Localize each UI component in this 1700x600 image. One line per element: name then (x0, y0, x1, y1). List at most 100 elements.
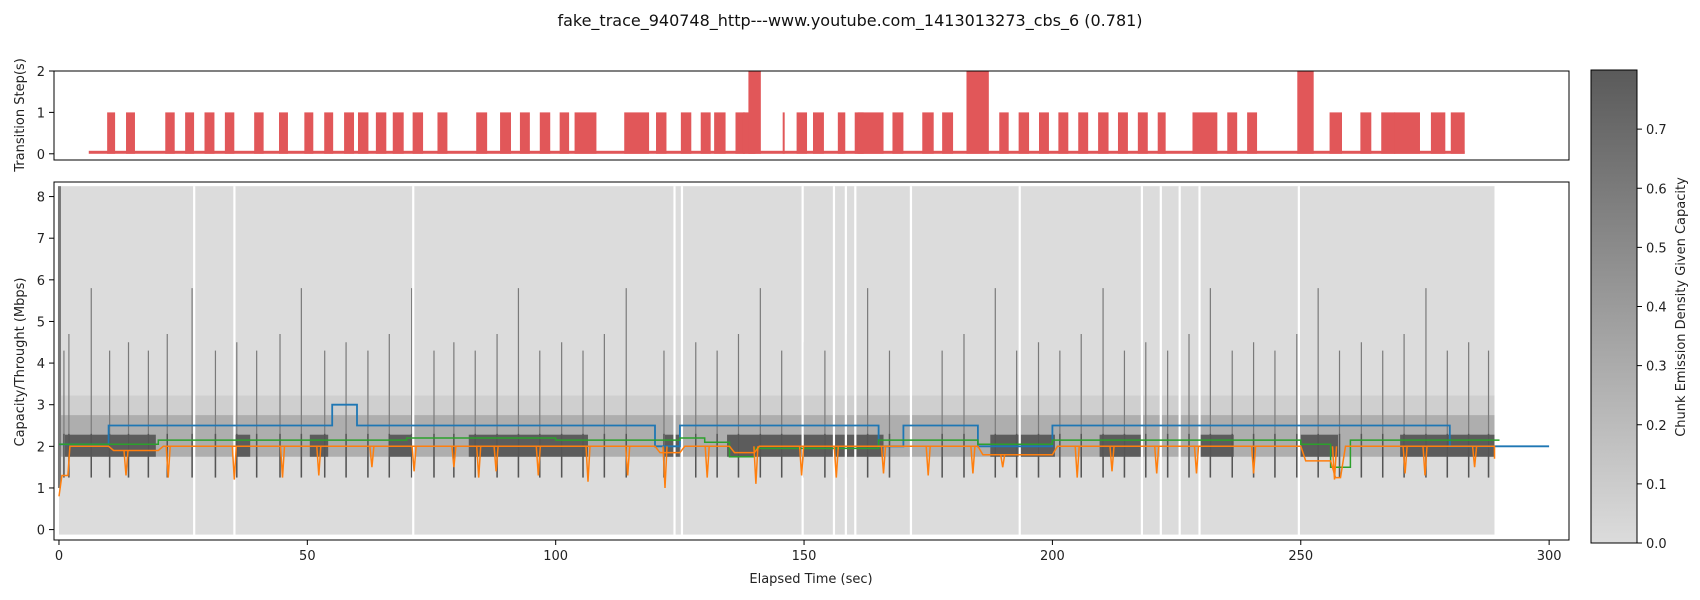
throughput-dip (1074, 446, 1080, 478)
transition-bar (1430, 112, 1446, 154)
transition-bar (796, 112, 808, 154)
throughput-dip (475, 446, 482, 478)
colorbar-tick-label: 0.7 (1646, 123, 1667, 138)
density-gap (233, 186, 236, 536)
transition-bar (1038, 112, 1049, 154)
transition-bar (1018, 112, 1030, 154)
throughput-dip (369, 446, 375, 468)
main-panel-ylabel: Capacity/Throught (Mbps) (13, 278, 28, 447)
transition-bar (375, 112, 387, 154)
transition-bar (1227, 112, 1238, 154)
colorbar-tick-label: 0.1 (1646, 478, 1667, 493)
main-ytick-label: 2 (37, 440, 45, 455)
transition-bar (837, 112, 846, 154)
transition-bar (559, 112, 570, 154)
transition-bar (966, 71, 989, 154)
throughput-dip (165, 446, 171, 478)
transition-bar (857, 112, 884, 154)
throughput-dip (411, 446, 417, 472)
throughput-dip (833, 446, 840, 478)
throughput-dip (279, 446, 286, 478)
transition-bar (1137, 112, 1148, 154)
transition-bar (1381, 112, 1396, 154)
throughput-dip (123, 450, 129, 476)
main-panel-frame (53, 181, 1570, 541)
transition-bar (624, 112, 650, 154)
throughput-dip (535, 446, 542, 476)
throughput-dip (1153, 446, 1160, 474)
colorbar-tick-label: 0.4 (1646, 301, 1667, 316)
density-gap (1297, 186, 1300, 536)
top-panel-axes: 0 1 2 (37, 65, 54, 163)
density-edge (57, 186, 61, 488)
transition-bar (324, 112, 334, 154)
transition-bar (812, 112, 824, 154)
main-ytick-label: 4 (37, 357, 45, 372)
throughput-dip (753, 446, 759, 484)
transition-bar (892, 112, 904, 154)
main-ytick-label: 5 (37, 315, 45, 330)
throughput-dip (1422, 446, 1428, 476)
throughput-dip (662, 446, 668, 489)
throughput-dip (585, 446, 591, 482)
xtick-label: 100 (543, 549, 568, 564)
main-ytick-label: 7 (37, 232, 45, 247)
colorbar (1590, 69, 1638, 544)
density-gap (193, 186, 196, 536)
transition-bar (304, 112, 314, 154)
xtick-label: 0 (55, 549, 63, 564)
transition-bar (519, 112, 530, 154)
throughput-dip (493, 446, 499, 472)
throughput-dip (1471, 446, 1478, 468)
main-panel-axes: 0 1 2 3 4 5 6 7 8 0 50 100 150 200 250 300 (37, 191, 1562, 564)
throughput-dip (231, 446, 238, 480)
density-gap (1178, 186, 1181, 536)
main-ytick-label: 0 (37, 524, 45, 539)
throughput-dip (925, 446, 931, 476)
density-background (58, 186, 1495, 535)
transition-bar (574, 112, 597, 154)
density-gap (680, 186, 684, 536)
transition-bar (539, 112, 551, 154)
colorbar-tick-label: 0.6 (1646, 182, 1667, 197)
main-panel-plot (57, 186, 1550, 536)
transition-bar (224, 112, 235, 154)
density-gap (1018, 186, 1021, 536)
transition-bar (204, 112, 215, 154)
transition-bar (254, 112, 264, 154)
xtick-label: 150 (792, 549, 817, 564)
transition-bar (1192, 112, 1218, 154)
throughput-dip (1250, 446, 1257, 474)
transition-bar (437, 112, 448, 154)
top-ytick-label: 1 (37, 106, 45, 121)
throughput-dip (1402, 446, 1408, 474)
transition-bar (735, 112, 745, 154)
main-ytick-label: 3 (37, 399, 45, 414)
density-gap (844, 186, 847, 536)
top-ytick-label: 0 (37, 148, 45, 163)
throughput-dip (1109, 446, 1115, 472)
density-gap (673, 186, 676, 536)
transition-bar (412, 112, 424, 154)
throughput-dip (999, 454, 1006, 468)
transition-bar (107, 112, 116, 154)
throughput-dip (704, 446, 710, 478)
transition-bar (1450, 112, 1465, 154)
transition-bar (782, 112, 785, 154)
transition-bar (1058, 112, 1069, 154)
chart-title: fake_trace_940748_http---www.youtube.com… (557, 11, 1142, 31)
transition-bar (500, 112, 511, 154)
density-gap (832, 186, 836, 536)
colorbar-tick-label: 0.5 (1646, 241, 1667, 256)
transition-bar (165, 112, 175, 154)
transition-bar (714, 112, 726, 154)
transition-bar (1157, 112, 1166, 154)
main-ytick-label: 8 (37, 191, 45, 206)
transition-bar (392, 112, 404, 154)
xtick-label: 50 (299, 549, 316, 564)
density-gap (854, 186, 857, 536)
transition-bar (922, 112, 934, 154)
transition-bar (476, 112, 488, 154)
throughput-dip (316, 446, 322, 476)
colorbar-label: Chunk Emission Density Given Capacity (1674, 177, 1689, 437)
